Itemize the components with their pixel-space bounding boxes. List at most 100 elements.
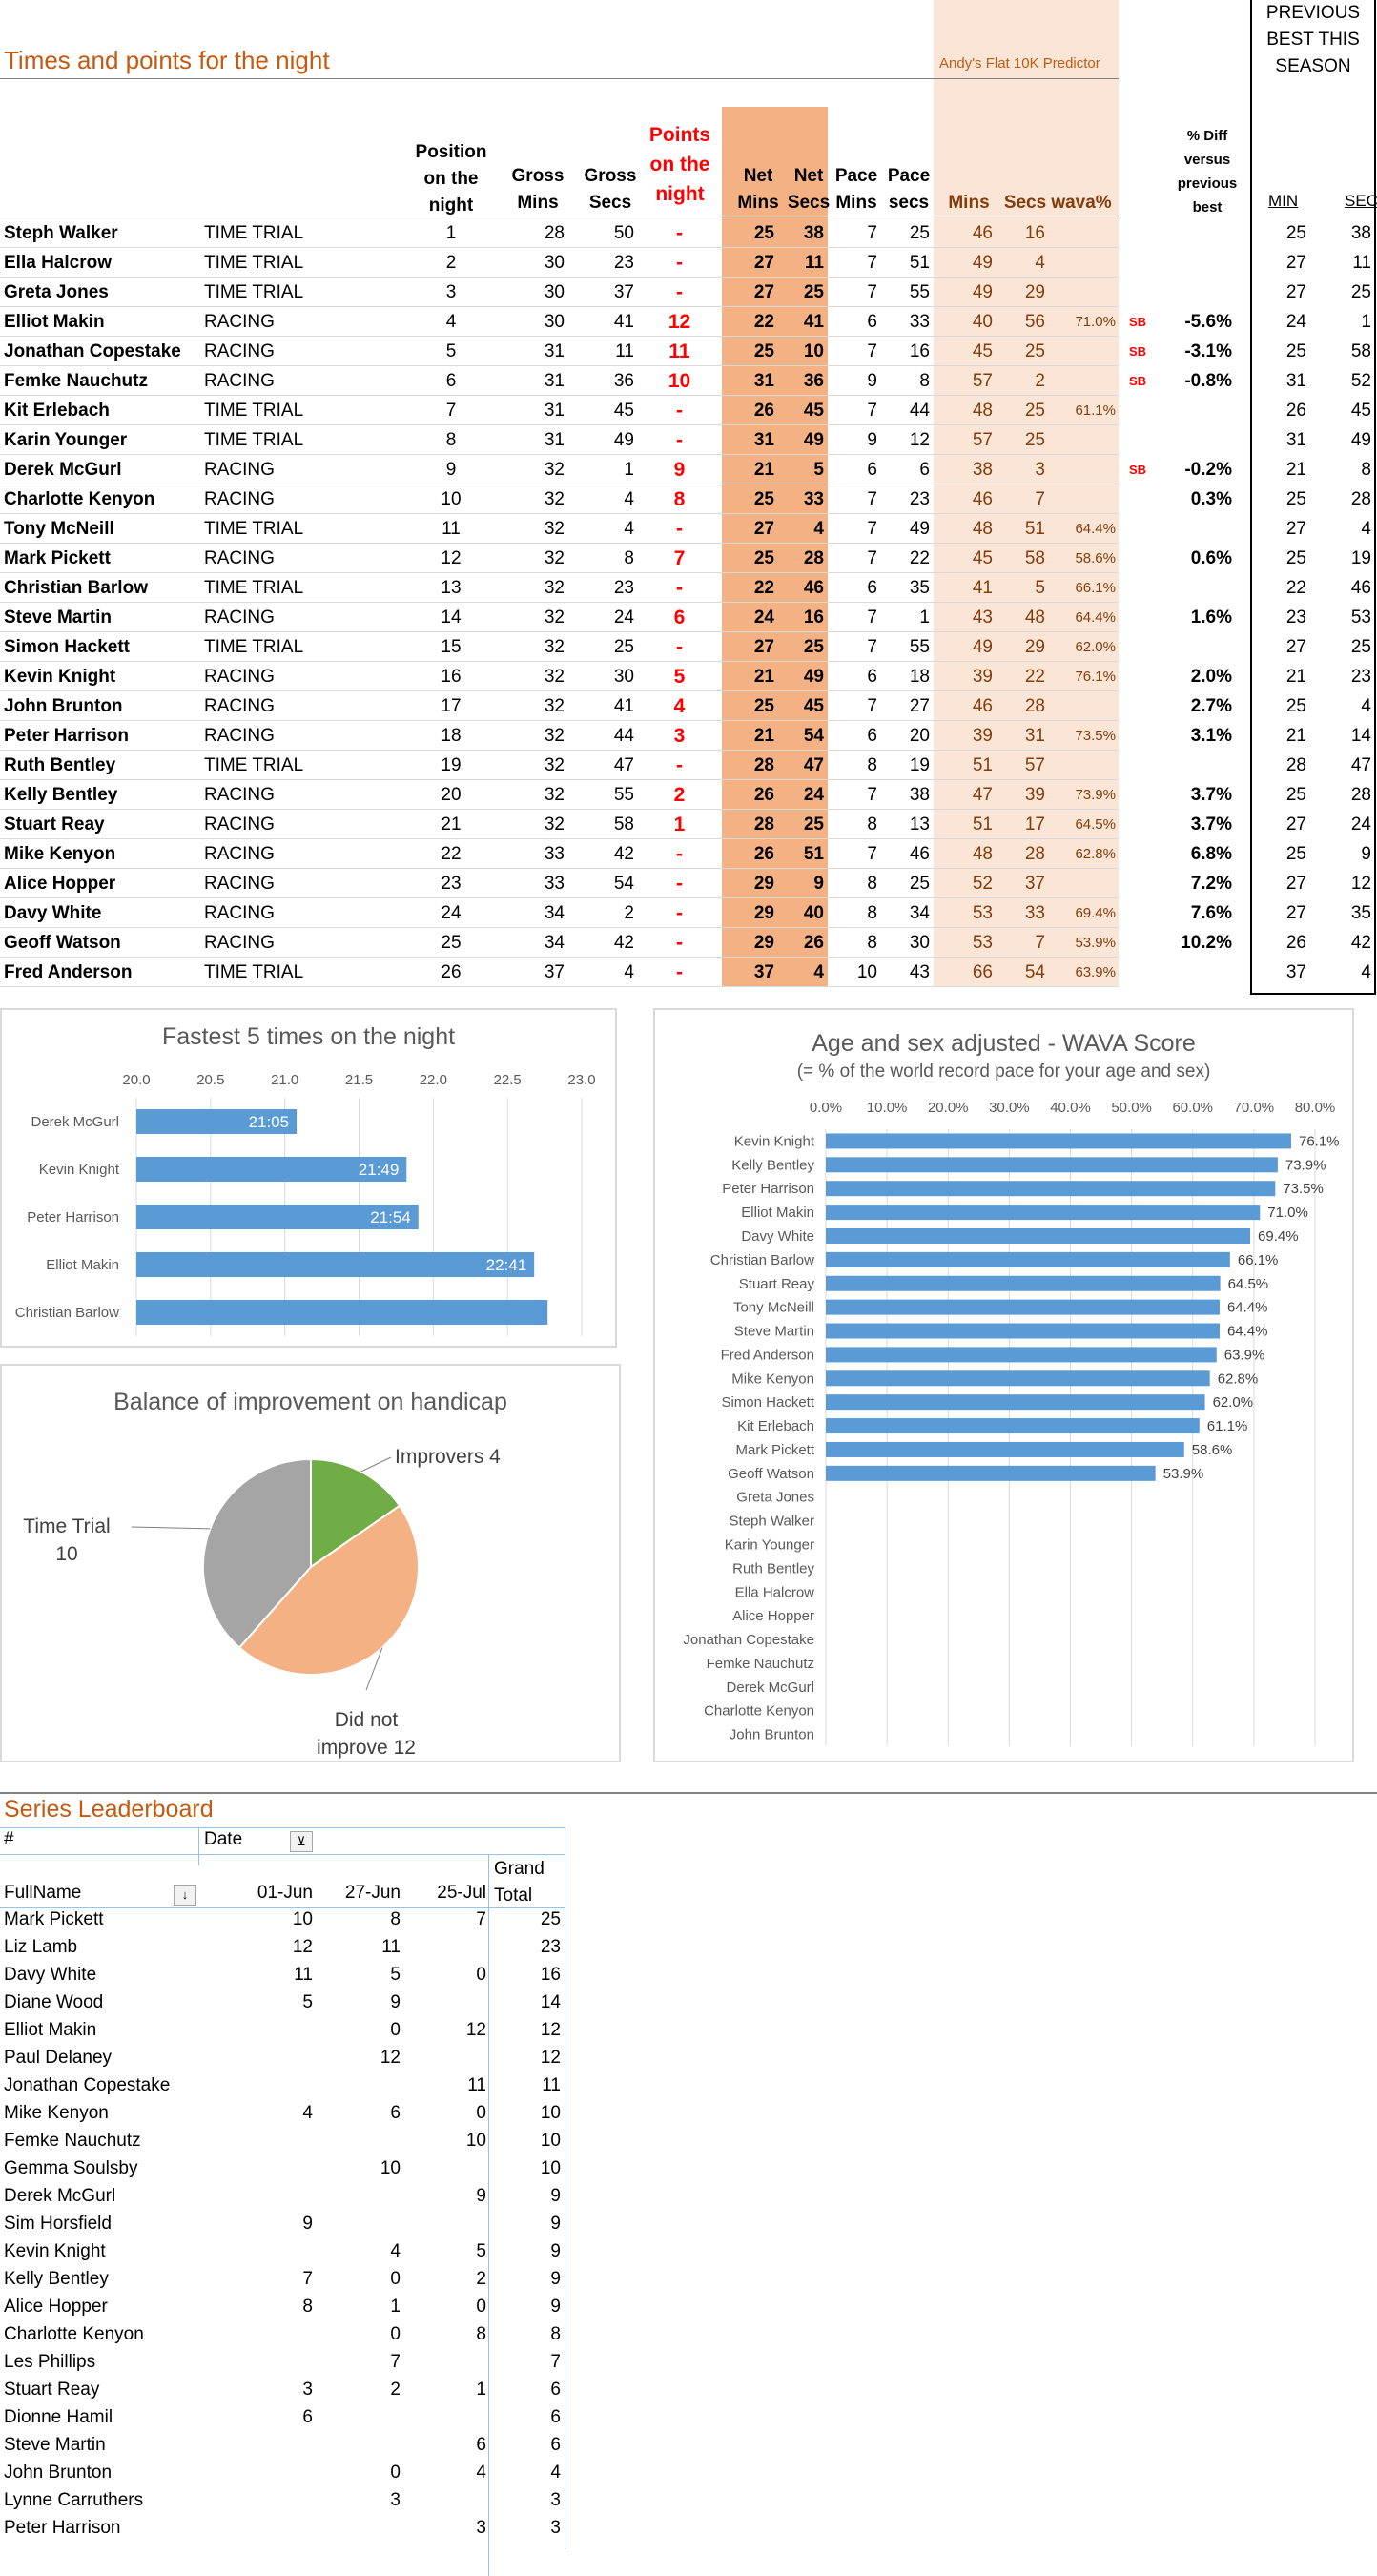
wava-title: Age and sex adjusted - WAVA Score: [812, 1030, 1196, 1057]
best-sec: 1: [1361, 312, 1371, 332]
pred-mins: 47: [972, 785, 993, 805]
points: 11: [668, 340, 690, 362]
data-label: 22:41: [486, 1256, 527, 1274]
pace-secs: 46: [909, 844, 930, 864]
pace-mins: 7: [867, 696, 877, 716]
best-sec: 28: [1350, 785, 1371, 805]
net-secs: 28: [803, 548, 824, 568]
gross-secs: 37: [613, 282, 634, 302]
page-title: Times and points for the night: [4, 46, 330, 74]
net-mins: 22: [753, 312, 774, 332]
points: 4: [673, 695, 686, 717]
category-label: Steph Walker: [730, 1514, 814, 1530]
points: -: [676, 843, 683, 865]
col-pace-secs: Pace secs: [887, 166, 931, 213]
category-label: Charlotte Kenyon: [704, 1703, 814, 1720]
pace-secs: 8: [919, 371, 930, 391]
race-type: RACING: [204, 489, 275, 509]
pred-secs: 17: [1024, 814, 1045, 835]
wava: 62.0%: [1075, 639, 1116, 655]
leader-line: [131, 1526, 211, 1530]
best-min: 21: [1285, 726, 1306, 746]
best-sec: 4: [1361, 962, 1371, 982]
category-label: Peter Harrison: [27, 1209, 119, 1226]
best-min: 27: [1285, 814, 1306, 835]
table-row: Fred Anderson TIME TRIAL 26 37 4 - 37 4 10 43 66 54…: [0, 958, 1371, 987]
pred-mins: 49: [972, 282, 993, 302]
x-tick-label: 60.0%: [1172, 1100, 1213, 1116]
row-gridline: [0, 543, 1119, 544]
position: 22: [441, 844, 462, 864]
col-gross-mins: Gross Mins: [511, 166, 565, 213]
data-label: 63.9%: [1224, 1347, 1265, 1363]
leaderboard-total: 8: [550, 2324, 561, 2344]
table-row: Mike Kenyon RACING 22 33 42 - 26 51 7 46 48 28 62.8%…: [0, 839, 1371, 869]
category-label: Ella Halcrow: [735, 1584, 815, 1600]
prev-best-border-right: [1374, 0, 1376, 995]
category-label: Derek McGurl: [31, 1114, 119, 1130]
leaderboard-name: Kelly Bentley: [4, 2269, 109, 2289]
best-sec: 24: [1350, 814, 1371, 835]
diff: -3.1%: [1184, 341, 1232, 361]
leaderboard-total: 16: [540, 1965, 561, 1985]
col-net-mins: Net Mins: [737, 166, 779, 213]
leaderboard-value: 8: [390, 1909, 401, 1929]
best-sec: 52: [1350, 371, 1371, 391]
best-sec: 11: [1352, 253, 1371, 273]
diff: 10.2%: [1181, 933, 1232, 953]
net-secs: 40: [803, 903, 824, 923]
runner-name: Steph Walker: [4, 223, 118, 243]
sort-button[interactable]: ↓: [174, 1885, 196, 1906]
gross-mins: 28: [544, 223, 565, 243]
best-sec: 25: [1350, 637, 1371, 657]
filter-button[interactable]: ⊻: [290, 1831, 313, 1852]
col-points: Points on the night: [648, 124, 711, 205]
pie-label: Did not: [335, 1709, 399, 1731]
pace-secs: 6: [919, 460, 930, 480]
leaderboard-value: 7: [302, 2269, 313, 2289]
leaderboard-total: 10: [540, 2158, 561, 2178]
bar: [826, 1227, 1251, 1244]
leaderboard-value: 6: [302, 2407, 313, 2427]
x-tick-label: 23.0: [567, 1072, 595, 1088]
pred-mins: 48: [972, 519, 993, 539]
net-secs: 38: [803, 223, 824, 243]
pred-mins: 57: [972, 430, 993, 450]
pred-mins: 52: [972, 874, 993, 894]
col-gross-secs: Gross Secs: [584, 166, 637, 213]
category-label: Steve Martin: [734, 1324, 814, 1340]
x-tick-label: 22.0: [420, 1072, 447, 1088]
diff: 7.6%: [1190, 903, 1232, 923]
position: 10: [441, 489, 462, 509]
leaderboard-name: Mark Pickett: [4, 1909, 104, 1929]
leaderboard-value: 6: [390, 2103, 401, 2123]
pred-secs: 29: [1024, 282, 1045, 302]
pred-secs: 3: [1035, 460, 1045, 480]
col-pred-mins: Mins: [948, 193, 990, 213]
row-gridline: [0, 395, 1119, 396]
gross-mins: 32: [544, 667, 565, 687]
wava: 58.6%: [1075, 550, 1116, 567]
wava: 76.1%: [1075, 669, 1116, 685]
row-gridline: [0, 365, 1119, 366]
diff: 3.7%: [1190, 785, 1232, 805]
leaderboard-value: 3: [302, 2380, 313, 2400]
bar: [826, 1133, 1291, 1149]
position: 3: [445, 282, 457, 302]
pace-secs: 20: [909, 726, 930, 746]
race-type: RACING: [204, 696, 275, 716]
grand-total-header: Grand Total: [494, 1859, 545, 1906]
leaderboard-value: 11: [467, 2075, 486, 2095]
position: 24: [441, 903, 462, 923]
diff: -5.6%: [1184, 312, 1232, 332]
pace-mins: 8: [867, 814, 877, 835]
category-label: Christian Barlow: [15, 1305, 119, 1321]
race-type: TIME TRIAL: [204, 253, 304, 273]
position: 18: [441, 726, 462, 746]
net-secs: 33: [803, 489, 824, 509]
best-sec: 49: [1350, 430, 1371, 450]
data-label: 73.5%: [1283, 1181, 1324, 1197]
data-label: 61.1%: [1207, 1418, 1248, 1434]
best-min: 22: [1285, 578, 1306, 598]
best-sec: 23: [1350, 667, 1371, 687]
